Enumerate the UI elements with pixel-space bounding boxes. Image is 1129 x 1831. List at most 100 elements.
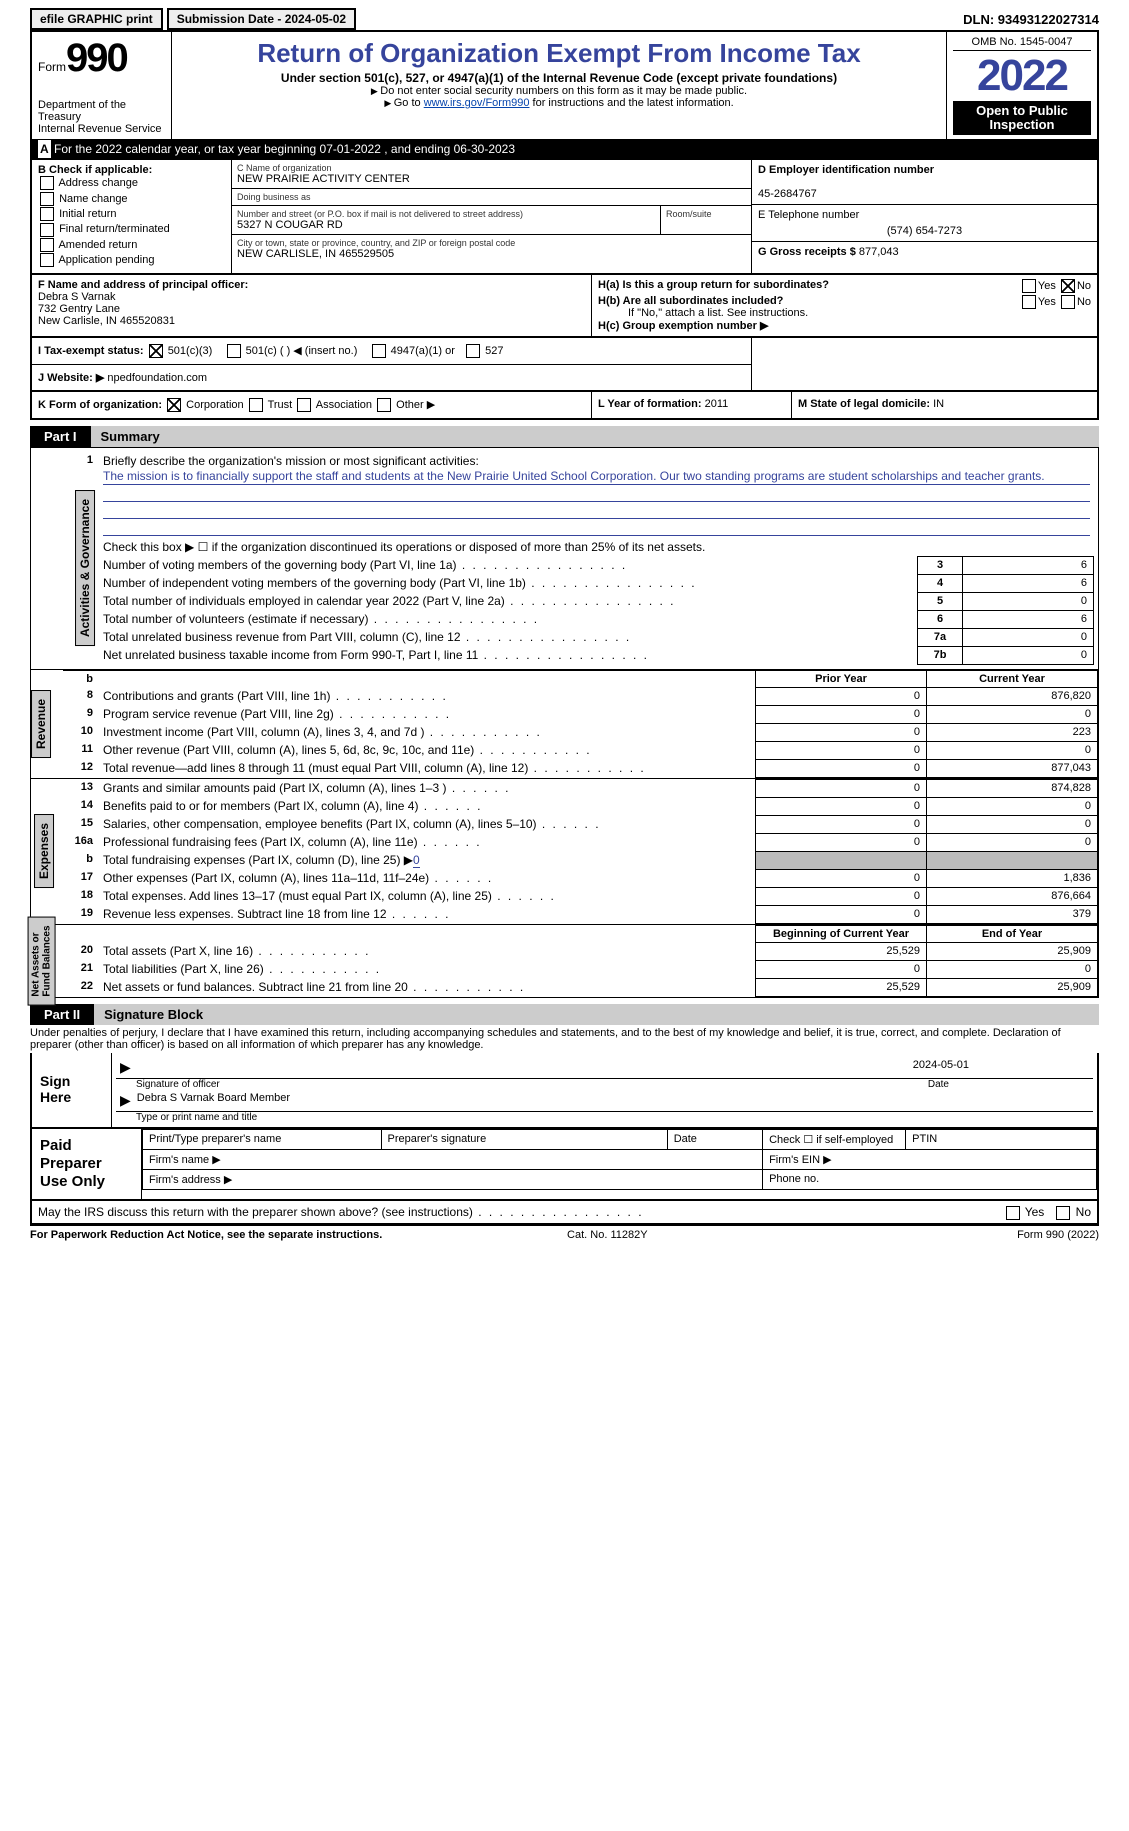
i-label: I Tax-exempt status: [38, 345, 144, 357]
prep-r1-3: Check ☐ if self-employed [763, 1129, 906, 1149]
footer-right: Form 990 (2022) [1017, 1229, 1099, 1241]
sig-date-label: Date [928, 1079, 949, 1090]
gross-label: G Gross receipts $ [758, 246, 856, 258]
prep-r2-1: Firm's EIN ▶ [763, 1149, 1097, 1169]
chk-amend[interactable]: Amended return [58, 239, 137, 251]
chk-app[interactable]: Application pending [58, 254, 154, 266]
website-val: npedfoundation.com [104, 372, 207, 384]
chk-addr[interactable]: Address change [58, 177, 138, 189]
ssn-note: Do not enter social security numbers on … [178, 85, 940, 97]
m-val: IN [933, 398, 944, 410]
chk-501c[interactable]: 501(c) ( ) ◀ (insert no.) [246, 345, 358, 357]
return-subtitle: Under section 501(c), 527, or 4947(a)(1)… [178, 71, 940, 85]
sig-name: Debra S Varnak Board Member [137, 1092, 290, 1109]
prep-r3-0: Firm's address ▶ [143, 1169, 763, 1189]
hb-label: H(b) Are all subordinates included? [598, 295, 783, 307]
f-addr1: 732 Gentry Lane [38, 303, 585, 315]
ein-label: D Employer identification number [758, 164, 934, 176]
k-label: K Form of organization: [38, 399, 162, 411]
omb-number: OMB No. 1545-0047 [953, 36, 1091, 51]
chk-4947[interactable]: 4947(a)(1) or [391, 345, 455, 357]
org-name: NEW PRAIRIE ACTIVITY CENTER [237, 173, 746, 185]
prep-r1-1: Preparer's signature [381, 1129, 667, 1149]
chk-corp[interactable]: Corporation [186, 399, 243, 411]
mission: The mission is to financially support th… [103, 468, 1090, 485]
sig-name-label: Type or print name and title [116, 1112, 1093, 1123]
part1-bar: Part I Summary [30, 426, 1099, 447]
vlabel-expenses: Expenses [34, 814, 54, 888]
chk-final[interactable]: Final return/terminated [59, 223, 170, 235]
ha-no[interactable]: No [1077, 280, 1091, 292]
irs-link[interactable]: www.irs.gov/Form990 [424, 97, 530, 109]
discuss-no[interactable]: No [1076, 1205, 1091, 1219]
chk-initial[interactable]: Initial return [59, 208, 116, 220]
m-label: M State of legal domicile: [798, 398, 930, 410]
line-a: A For the 2022 calendar year, or tax yea… [30, 139, 1099, 160]
hc-label: H(c) Group exemption number ▶ [598, 319, 1091, 332]
chk-assoc[interactable]: Association [316, 399, 372, 411]
goto-post: for instructions and the latest informat… [529, 97, 733, 109]
dept-treasury: Department of the Treasury Internal Reve… [38, 99, 165, 135]
name-label: C Name of organization [237, 163, 746, 173]
prep-r2-0: Firm's name ▶ [143, 1149, 763, 1169]
box-b-label: B Check if applicable: [38, 164, 225, 176]
form-word: Form [38, 60, 66, 74]
q1: Briefly describe the organization's miss… [103, 454, 479, 468]
chk-trust[interactable]: Trust [268, 399, 293, 411]
submission-date: Submission Date - 2024-05-02 [167, 8, 356, 30]
vlabel-revenue: Revenue [31, 690, 51, 758]
city-label: City or town, state or province, country… [237, 238, 746, 248]
return-title: Return of Organization Exempt From Incom… [178, 38, 940, 69]
part2-bar: Part II Signature Block [30, 1004, 1099, 1025]
goto-pre: Go to [394, 97, 424, 109]
tel-val: (574) 654-7273 [758, 221, 1091, 237]
part2-title: Signature Block [94, 1004, 1099, 1025]
f-addr2: New Carlisle, IN 465520831 [38, 315, 585, 327]
footer-left: For Paperwork Reduction Act Notice, see … [30, 1229, 382, 1241]
page-footer: For Paperwork Reduction Act Notice, see … [30, 1225, 1099, 1244]
revenue-table: bPrior YearCurrent Year8Contributions an… [63, 670, 1098, 778]
l-label: L Year of formation: [598, 398, 702, 410]
chk-other[interactable]: Other ▶ [396, 399, 435, 411]
street-label: Number and street (or P.O. box if mail i… [237, 209, 655, 219]
l-val: 2011 [705, 398, 729, 410]
ha-label: H(a) Is this a group return for subordin… [598, 279, 829, 291]
sign-here-block: Sign Here ▶2024-05-01 Signature of offic… [30, 1053, 1099, 1129]
discuss-yes[interactable]: Yes [1025, 1205, 1045, 1219]
form-number: 990 [66, 36, 127, 80]
section-fgh: F Name and address of principal officer:… [30, 275, 1099, 338]
ein-val: 45-2684767 [758, 188, 817, 200]
summary-top: 1Briefly describe the organization's mis… [63, 452, 1094, 556]
footer-mid: Cat. No. 11282Y [567, 1229, 648, 1241]
q2: Check this box ▶ ☐ if the organization d… [99, 538, 1094, 556]
ha-yes[interactable]: Yes [1038, 280, 1056, 292]
prep-r1-0: Print/Type preparer's name [143, 1129, 382, 1149]
hb-no[interactable]: No [1077, 296, 1091, 308]
chk-501c3[interactable]: 501(c)(3) [168, 345, 213, 357]
street-val: 5327 N COUGAR RD [237, 219, 655, 231]
city-val: NEW CARLISLE, IN 465529505 [237, 248, 746, 260]
dln: DLN: 93493122027314 [963, 12, 1099, 27]
form-header: Form990 Department of the Treasury Inter… [30, 30, 1099, 139]
dba-label: Doing business as [237, 192, 746, 202]
discuss-row: May the IRS discuss this return with the… [30, 1201, 1099, 1225]
part1-title: Summary [91, 426, 1099, 447]
vlabel-activities: Activities & Governance [75, 490, 95, 646]
gross-val: 877,043 [859, 246, 899, 258]
sig-off-label: Signature of officer [136, 1079, 220, 1090]
hb-yes[interactable]: Yes [1038, 296, 1056, 308]
f-label: F Name and address of principal officer: [38, 279, 585, 291]
prep-r1-2: Date [667, 1129, 762, 1149]
sig-date-val: 2024-05-01 [913, 1059, 969, 1076]
efile-btn[interactable]: efile GRAPHIC print [30, 8, 163, 30]
net-table: Beginning of Current YearEnd of Year20To… [63, 925, 1098, 997]
open-public: Open to Public Inspection [953, 102, 1091, 135]
preparer-block: Paid Preparer Use Only Print/Type prepar… [30, 1129, 1099, 1201]
top-bar: efile GRAPHIC print Submission Date - 20… [30, 8, 1099, 30]
j-label: J Website: ▶ [38, 372, 104, 384]
section-bcd: B Check if applicable: Address change Na… [30, 160, 1099, 274]
section-ij: I Tax-exempt status: 501(c)(3) 501(c) ( … [30, 338, 1099, 392]
chk-527[interactable]: 527 [485, 345, 503, 357]
chk-name[interactable]: Name change [59, 193, 128, 205]
expenses-table: 13Grants and similar amounts paid (Part … [63, 779, 1098, 924]
